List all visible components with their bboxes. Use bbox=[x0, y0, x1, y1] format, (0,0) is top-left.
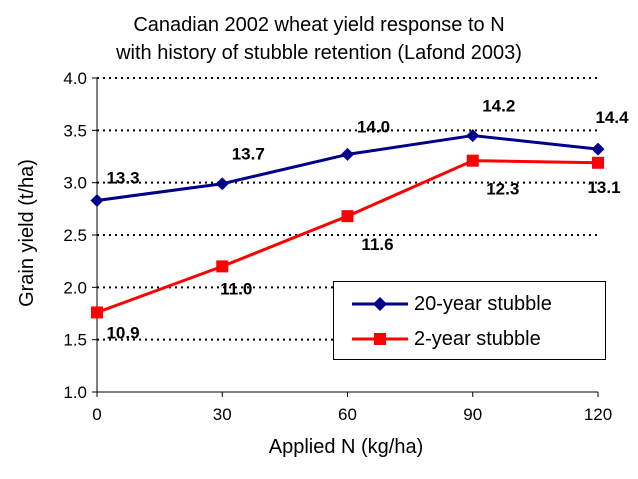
legend-label: 2-year stubble bbox=[414, 328, 541, 350]
data-point-square bbox=[216, 260, 229, 273]
data-point-diamond bbox=[591, 142, 605, 156]
data-point-diamond bbox=[341, 147, 354, 161]
y-tick-label: 1.5 bbox=[63, 331, 87, 350]
data-label: 12.3 bbox=[486, 180, 519, 199]
y-tick-label: 3.0 bbox=[63, 174, 87, 193]
data-label: 14.4 bbox=[595, 108, 629, 127]
legend-label: 20-year stubble bbox=[414, 293, 552, 315]
data-labels: 13.3 13.7 14.0 14.2 14.4 10.9 11.0 11.6 12.3 13.1 bbox=[106, 97, 629, 343]
data-point-square bbox=[91, 306, 103, 319]
legend: 20-year stubble 2-year stubble bbox=[333, 281, 606, 360]
data-label: 13.3 bbox=[106, 168, 139, 187]
data-point-square bbox=[341, 210, 354, 223]
x-tick-label: 0 bbox=[92, 405, 101, 424]
legend-marker-diamond-icon bbox=[352, 297, 408, 311]
legend-marker-square-icon bbox=[352, 333, 408, 345]
y-tick-label: 2.0 bbox=[63, 278, 87, 297]
data-label: 10.9 bbox=[106, 323, 139, 342]
x-axis-label: Applied N (kg/ha) bbox=[269, 436, 424, 458]
axes bbox=[92, 77, 599, 397]
y-axis-label: Grain yield (t/ha) bbox=[16, 159, 38, 307]
y-tick-label: 4.0 bbox=[63, 69, 87, 88]
data-point-square bbox=[466, 154, 479, 167]
x-tick-label: 60 bbox=[338, 405, 357, 424]
data-point-diamond bbox=[90, 193, 104, 207]
series-line-0 bbox=[96, 134, 599, 202]
y-tick-label: 1.0 bbox=[63, 383, 87, 402]
chart-title-line-2: with history of stubble retention (Lafon… bbox=[116, 42, 522, 64]
series bbox=[90, 129, 605, 319]
legend-item-20-year-stubble: 20-year stubble bbox=[334, 291, 605, 317]
legend-item-2-year-stubble: 2-year stubble bbox=[334, 326, 605, 352]
data-label: 11.6 bbox=[361, 235, 393, 254]
y-tick-label: 3.5 bbox=[63, 121, 87, 140]
y-tick-label: 2.5 bbox=[63, 226, 87, 245]
x-tick-label: 120 bbox=[584, 405, 612, 424]
data-label: 14.0 bbox=[357, 117, 390, 136]
data-point-square bbox=[592, 156, 604, 169]
data-label: 13.1 bbox=[587, 178, 620, 197]
data-point-diamond bbox=[466, 129, 480, 143]
tick-labels: 1.0 1.5 2.0 2.5 3.0 3.5 4.0 0 30 60 90 120 bbox=[63, 69, 612, 424]
data-label: 11.0 bbox=[220, 279, 252, 298]
x-tick-label: 90 bbox=[463, 405, 482, 424]
data-label: 14.2 bbox=[482, 97, 515, 116]
data-point-diamond bbox=[215, 177, 229, 191]
chart-title-line-1: Canadian 2002 wheat yield response to N bbox=[133, 14, 505, 36]
x-tick-label: 30 bbox=[213, 405, 232, 424]
data-label: 13.7 bbox=[232, 145, 265, 164]
